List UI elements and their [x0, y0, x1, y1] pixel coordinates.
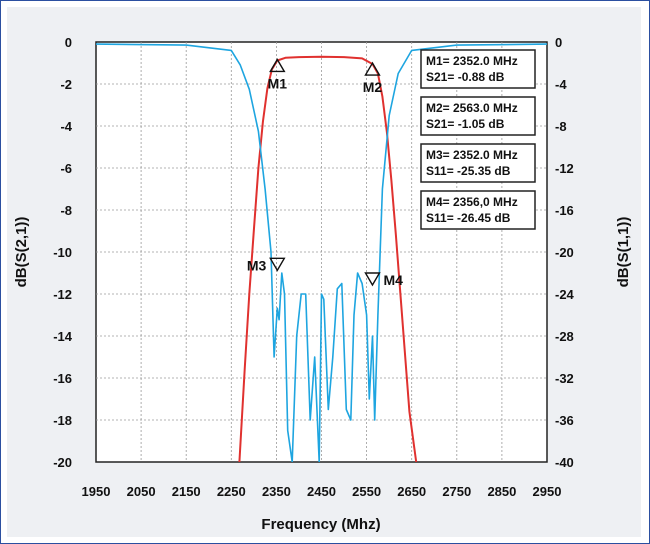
annotation-line-2: S21= -0.88 dB	[426, 70, 505, 84]
x-tick-label: 2950	[533, 484, 562, 499]
y-right-tick-label: -16	[555, 203, 574, 218]
y-left-tick-label: -8	[60, 203, 72, 218]
annotation-line-2: S11= -25.35 dB	[426, 164, 511, 178]
y-right-tick-label: -20	[555, 245, 574, 260]
x-tick-label: 2750	[442, 484, 471, 499]
annotation-box	[420, 96, 536, 136]
y-left-tick-label: -16	[53, 371, 72, 386]
marker-m3-icon	[269, 257, 286, 272]
annotation-line-1: M2= 2563.0 MHz	[426, 101, 518, 115]
y-right-tick-label: -24	[555, 287, 575, 302]
x-tick-label: 2550	[352, 484, 381, 499]
y-left-tick-label: -12	[53, 287, 72, 302]
series-s21-line	[238, 55, 418, 462]
annotation-line-2: S21= -1.05 dB	[426, 117, 505, 131]
y-right-tick-label: -40	[555, 455, 574, 470]
annotation-line-2: S11= -26.45 dB	[426, 211, 511, 225]
marker-m1-icon	[269, 58, 286, 73]
y-right-tick-label: -36	[555, 413, 574, 428]
y-right-tick-label: -32	[555, 371, 574, 386]
y-left-tick-label: 0	[65, 35, 72, 50]
y-right-tick-label: -12	[555, 161, 574, 176]
x-axis-label: Frequency (Mhz)	[261, 516, 380, 533]
y-left-tick-label: -10	[53, 245, 72, 260]
annotation-line-1: M3= 2352.0 MHz	[426, 148, 518, 162]
marker-m2-label: M2	[363, 79, 383, 95]
x-tick-label: 2350	[262, 484, 291, 499]
annotation-box	[420, 190, 536, 230]
y-left-tick-label: -4	[60, 119, 72, 134]
y-right-tick-label: -8	[555, 119, 567, 134]
marker-m4-icon	[364, 272, 381, 287]
x-tick-label: 2650	[397, 484, 426, 499]
annotation-box	[420, 49, 536, 89]
y-right-tick-label: -28	[555, 329, 574, 344]
marker-m4-label: M4	[383, 272, 403, 288]
marker-m1-label: M1	[268, 75, 288, 91]
y-left-tick-label: -2	[60, 77, 72, 92]
ticks-layer: 1950 2050 2150 2250 2350 2450 2550 2650 2750 2850…	[53, 35, 574, 499]
annotations-layer: M1= 2352.0 MHz S21= -0.88 dB M2= 2563.0 MH…	[420, 49, 536, 230]
x-tick-label: 1950	[82, 484, 111, 499]
x-tick-label: 2250	[217, 484, 246, 499]
annotation-box	[420, 143, 536, 183]
y-left-tick-label: -14	[53, 329, 73, 344]
markers-layer: M1 M2 M3 M4	[247, 58, 403, 288]
y-left-tick-label: -20	[53, 455, 72, 470]
series-s11-line	[96, 43, 547, 462]
x-tick-label: 2050	[127, 484, 156, 499]
y-left-tick-label: -18	[53, 413, 72, 428]
x-tick-label: 2450	[307, 484, 336, 499]
annotation-line-1: M4= 2356,0 MHz	[426, 195, 518, 209]
x-tick-label: 2850	[487, 484, 516, 499]
series-layer	[96, 43, 547, 462]
marker-m3-label: M3	[247, 257, 267, 273]
y-right-tick-label: 0	[555, 35, 562, 50]
y-right-tick-label: -4	[555, 77, 567, 92]
y-axis-left-label: dB(S(2,1))	[13, 217, 30, 288]
x-tick-label: 2150	[172, 484, 201, 499]
y-axis-right-label: dB(S(1,1))	[615, 217, 632, 288]
marker-m2-icon	[364, 61, 381, 76]
annotation-line-1: M1= 2352.0 MHz	[426, 54, 518, 68]
y-left-tick-label: -6	[60, 161, 72, 176]
